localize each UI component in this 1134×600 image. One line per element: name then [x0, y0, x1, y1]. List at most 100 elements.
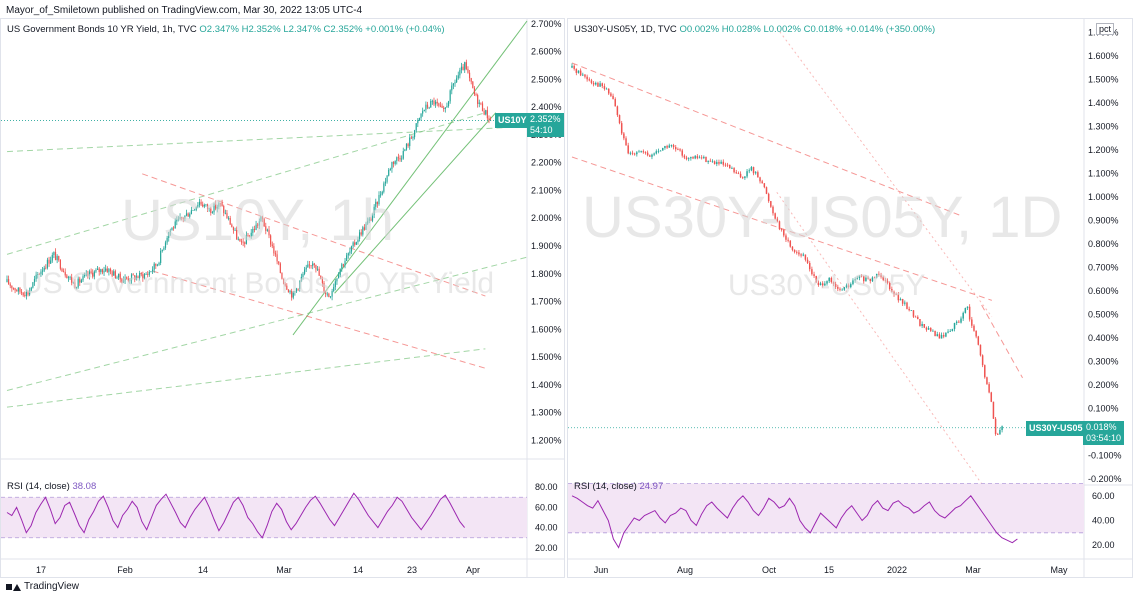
us30y-candle-body [718, 162, 720, 164]
us10y-candle-body [126, 277, 128, 279]
us10y-candle-body [253, 228, 256, 230]
us10y-candle-body [346, 255, 348, 261]
us30y-candle-body [841, 289, 843, 291]
us30y-us05y-chart-panel[interactable]: 1.700%1.600%1.500%1.400%1.300%1.200%1.10… [567, 18, 1133, 578]
us30y-candle-body [649, 155, 651, 157]
us10y-candle-body [464, 62, 466, 71]
us30y-candle-body [703, 156, 705, 159]
us10y-candle-body [376, 201, 378, 205]
us30y-x-tick-label: Jun [594, 565, 609, 575]
us10y-candle-body [389, 168, 391, 170]
us30y-candle-body [880, 274, 882, 277]
us30y-candle-body [692, 157, 694, 159]
us10y-candle-body [443, 107, 445, 110]
publisher-line: Mayor_of_Smiletown published on TradingV… [6, 5, 363, 16]
us30y-candle-body [968, 306, 971, 320]
us30y-candle-body [765, 187, 768, 194]
us30y-candle-body [942, 335, 945, 337]
us10y-candle-body [121, 279, 123, 283]
us10y-y-tick-label: 1.900% [531, 241, 562, 251]
us10y-candle-body [329, 296, 332, 298]
us30y-candle-body [780, 229, 783, 230]
us30y-legend: US30Y-US05Y, 1D, TVC O0.002% H0.028% L0.… [574, 24, 935, 35]
us30y-candle-body [863, 276, 865, 282]
us30y-candle-body [923, 323, 926, 328]
us10y-countdown: 54:10 [530, 125, 553, 136]
us30y-candle-body [973, 325, 975, 331]
us10y-x-tick-label: 14 [198, 565, 208, 575]
us30y-x-tick-label: Mar [965, 565, 981, 575]
us30y-x-tick-label: 2022 [887, 565, 907, 575]
us30y-y-tick-label: 1.600% [1088, 51, 1119, 61]
us10y-candle-body [247, 235, 249, 237]
us10y-candle-body [472, 81, 474, 89]
us10y-candle-body [391, 162, 393, 169]
us10y-candle-body [265, 226, 267, 231]
us30y-candle-body [698, 157, 701, 159]
us10y-rsi-band [1, 497, 527, 538]
us10y-y-tick-label: 2.000% [531, 213, 562, 223]
us30y-candle-body [839, 288, 841, 290]
us10y-candle-body [441, 105, 443, 108]
us30y-legend-change: +0.014% (+350.00%) [845, 24, 936, 35]
us10y-candle-body [111, 271, 113, 276]
us10y-chart[interactable]: 2.700%2.600%2.500%2.400%2.300%2.200%2.10… [1, 19, 564, 577]
us30y-rsi-tick-label: 60.00 [1092, 491, 1115, 501]
us10y-candle-body [189, 214, 191, 217]
us10y-candle-body [153, 263, 155, 270]
us10y-candle-body [105, 268, 107, 271]
us30y-x-tick-label: Aug [677, 565, 693, 575]
us30y-candle-body [964, 308, 967, 313]
us30y-candle-body [750, 167, 753, 171]
us10y-candle-body [50, 260, 52, 264]
us10y-candle-body [161, 249, 163, 251]
us10y-candle-body [371, 214, 374, 221]
us10y-candle-body [287, 289, 290, 293]
us30y-candle-body [997, 434, 999, 435]
us30y-candle-body [711, 161, 714, 163]
us10y-candle-body [352, 242, 354, 247]
us30y-candle-body [901, 299, 904, 304]
us10y-candle-body [449, 90, 451, 102]
us10y-candle-body [223, 205, 225, 213]
us10y-candle-body [480, 102, 482, 104]
us10y-candle-body [452, 83, 454, 86]
us10y-y-tick-label: 1.200% [531, 435, 562, 445]
us30y-candle-body [854, 279, 856, 281]
us10y-candle-body [25, 291, 28, 297]
us30y-candle-body [945, 332, 947, 337]
us10y-candle-body [470, 78, 472, 82]
us10y-candle-body [249, 236, 251, 238]
footer: TradingView [6, 581, 79, 592]
us30y-x-tick-label: Oct [762, 565, 777, 575]
us10y-candle-body [380, 194, 382, 196]
us30y-candle-body [687, 158, 690, 160]
us30y-candle-body [875, 273, 878, 278]
us10y-y-tick-label: 1.800% [531, 269, 562, 279]
us30y-y-tick-label: 1.100% [1088, 168, 1119, 178]
us10y-candle-body [271, 244, 273, 247]
us10y-rsi-tick-label: 20.00 [535, 543, 558, 553]
us10y-candle-body [139, 273, 141, 278]
us30y-candle-body [744, 176, 746, 179]
us10y-candle-body [127, 278, 129, 281]
footer-brand[interactable]: TradingView [24, 581, 80, 592]
us10y-candle-body [475, 94, 477, 96]
us10y-candle-body [478, 102, 480, 104]
us10y-candle-body [250, 232, 252, 237]
us30y-watermark-name: US30Y-US05Y [728, 269, 926, 302]
us10y-chart-panel[interactable]: 2.700%2.600%2.500%2.400%2.300%2.200%2.10… [0, 18, 565, 578]
us30y-candle-body [700, 157, 703, 159]
us10y-candle-body [6, 279, 8, 283]
us30y-candle-body [884, 279, 887, 281]
us10y-candle-body [486, 110, 488, 119]
us30y-candle-body [930, 328, 932, 331]
us30y-us05y-chart[interactable]: 1.700%1.600%1.500%1.400%1.300%1.200%1.10… [568, 19, 1132, 577]
us10y-candle-body [122, 280, 125, 283]
tradingview-logo-icon [6, 582, 21, 592]
us10y-candle-body [182, 218, 184, 219]
us30y-y-tick-label: 0.800% [1088, 239, 1119, 249]
us10y-candle-body [279, 263, 281, 273]
us30y-candle-body [733, 168, 735, 173]
us30y-y-tick-label: 1.200% [1088, 145, 1119, 155]
